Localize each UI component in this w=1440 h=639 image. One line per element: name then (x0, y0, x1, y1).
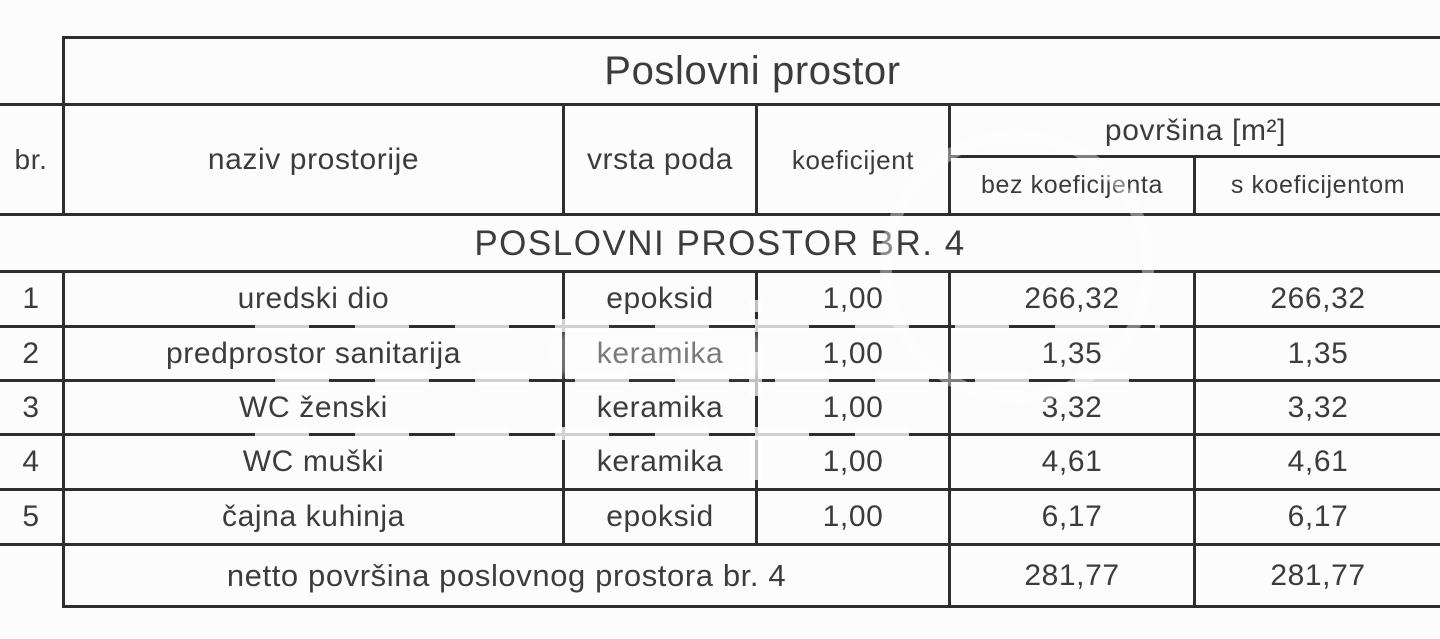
footer-total-label: netto površina poslovnog prostora br. 4 (62, 543, 948, 608)
row-5-br: 5 (0, 488, 62, 543)
row-1-s: 266,32 (1193, 270, 1440, 325)
col-header-br: br. (0, 103, 62, 213)
row-2-koeficijent: 1,00 (755, 325, 948, 379)
row-1-koeficijent: 1,00 (755, 270, 948, 325)
row-2-vrsta: keramika (562, 325, 755, 379)
row-3-s: 3,32 (1193, 379, 1440, 433)
row-1-br: 1 (0, 270, 62, 325)
row-2-s: 1,35 (1193, 325, 1440, 379)
section-title: POSLOVNI PROSTOR BR. 4 (0, 213, 1440, 270)
col-header-s-koeficijentom: s koeficijentom (1193, 155, 1440, 213)
footer-total-s: 281,77 (1193, 543, 1440, 608)
col-header-bez-koeficijenta: bez koeficijenta (948, 155, 1193, 213)
row-4-br: 4 (0, 433, 62, 488)
row-3-naziv: WC ženski (62, 379, 562, 433)
col-header-naziv: naziv prostorije (62, 103, 562, 213)
footer-total-bez: 281,77 (948, 543, 1193, 608)
row-5-s: 6,17 (1193, 488, 1440, 543)
row-3-koeficijent: 1,00 (755, 379, 948, 433)
row-1-naziv: uredski dio (62, 270, 562, 325)
col-header-koeficijent: koeficijent (755, 103, 948, 213)
row-4-bez: 4,61 (948, 433, 1193, 488)
row-3-vrsta: keramika (562, 379, 755, 433)
row-4-koeficijent: 1,00 (755, 433, 948, 488)
footer-br-empty-cell (0, 543, 62, 608)
row-2-br: 2 (0, 325, 62, 379)
row-1-vrsta: epoksid (562, 270, 755, 325)
row-4-vrsta: keramika (562, 433, 755, 488)
row-4-s: 4,61 (1193, 433, 1440, 488)
row-2-bez: 1,35 (948, 325, 1193, 379)
row-3-br: 3 (0, 379, 62, 433)
col-header-vrsta-poda: vrsta poda (562, 103, 755, 213)
row-5-naziv: čajna kuhinja (62, 488, 562, 543)
row-1-bez: 266,32 (948, 270, 1193, 325)
row-5-bez: 6,17 (948, 488, 1193, 543)
col-header-povrsina: površina [m²] (948, 103, 1440, 155)
row-4-naziv: WC muški (62, 433, 562, 488)
row-2-naziv: predprostor sanitarija (62, 325, 562, 379)
row-5-koeficijent: 1,00 (755, 488, 948, 543)
row-3-bez: 3,32 (948, 379, 1193, 433)
table-title: Poslovni prostor (62, 36, 1440, 103)
row-5-vrsta: epoksid (562, 488, 755, 543)
